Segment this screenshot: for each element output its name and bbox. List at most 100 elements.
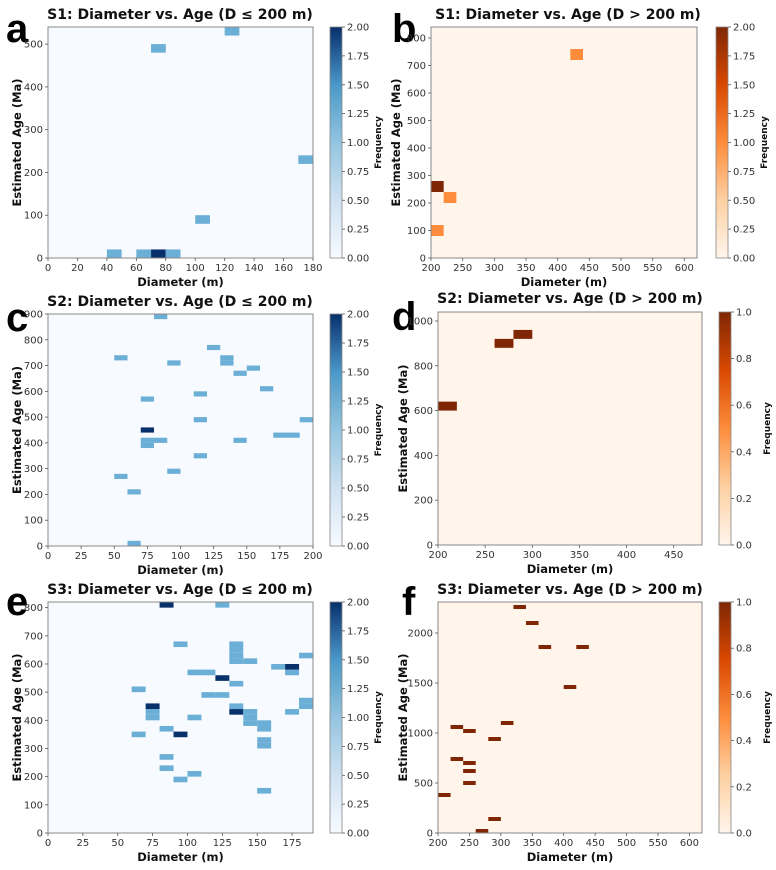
y-tick-label: 600 — [414, 406, 433, 417]
colorbar-tick-label: 0.00 — [347, 542, 369, 553]
plot-frame — [437, 311, 703, 546]
y-tick-label: 1000 — [408, 729, 433, 740]
x-tick-label: 25 — [75, 551, 88, 562]
colorbar-label: Frequency — [760, 116, 770, 169]
heatmap-cell — [260, 386, 274, 392]
colorbar-tick-label: 0.25 — [347, 800, 369, 811]
heatmap-cell — [193, 417, 207, 423]
heatmap-cell — [187, 771, 202, 777]
x-tick-label: 160 — [274, 263, 293, 274]
y-tick-label: 800 — [407, 34, 426, 45]
y-axis-label: Estimated Age (Ma) — [10, 366, 24, 494]
x-axis-label: Diameter (m) — [137, 275, 224, 289]
heatmap-cell — [513, 605, 526, 609]
colorbar-tick-label: 1.75 — [733, 51, 755, 62]
colorbar-tick-label: 0.50 — [347, 196, 369, 207]
heatmap-cell — [257, 787, 272, 794]
heatmap-cell — [136, 249, 152, 258]
y-axis-label: Estimated Age (Ma) — [389, 78, 403, 206]
y-tick-label: 600 — [24, 659, 43, 670]
heatmap-cell — [187, 714, 202, 721]
x-tick-label: 125 — [204, 551, 223, 562]
y-tick-label: 0 — [37, 254, 43, 265]
x-tick-label: 250 — [460, 838, 479, 849]
panel-letter: e — [6, 580, 28, 624]
colorbar-tick-label: 0.4 — [736, 447, 752, 458]
heatmap-cell — [159, 765, 174, 772]
x-tick-label: 75 — [146, 838, 159, 849]
heatmap-cell — [233, 370, 247, 376]
x-tick-label: 300 — [485, 263, 504, 274]
heatmap-cell — [229, 658, 244, 664]
y-tick-label: 300 — [24, 744, 43, 755]
heatmap-cell — [494, 338, 514, 348]
y-tick-label: 0 — [427, 541, 433, 552]
heatmap-cell — [140, 396, 154, 402]
colorbar-tick-label: 1.25 — [347, 397, 369, 408]
heatmap-cell — [114, 355, 128, 361]
colorbar-tick-label: 0.25 — [733, 225, 755, 236]
colorbar-tick-label: 1.00 — [347, 138, 369, 149]
x-tick-label: 50 — [111, 838, 124, 849]
heatmap-cell — [220, 360, 234, 366]
plot-background — [431, 27, 697, 258]
x-tick-label: 450 — [580, 263, 599, 274]
colorbar-label: Frequency — [763, 402, 773, 455]
colorbar — [718, 601, 732, 834]
y-tick-label: 100 — [24, 211, 43, 222]
colorbar-tick-label: 0.75 — [347, 455, 369, 466]
x-tick-label: 150 — [248, 838, 267, 849]
panel-letter: f — [402, 580, 416, 624]
heatmap-cell — [229, 641, 244, 648]
heatmap-cell — [145, 714, 160, 721]
y-tick-label: 0 — [37, 829, 43, 840]
y-tick-label: 500 — [407, 116, 426, 127]
colorbar-tick-label: 0.00 — [347, 829, 369, 840]
colorbar-tick-label: 1.00 — [733, 138, 755, 149]
y-tick-label: 400 — [24, 82, 43, 93]
y-axis-label: Estimated Age (Ma) — [396, 653, 410, 781]
colorbar-tick-label: 0.50 — [347, 771, 369, 782]
colorbar-tick-label: 1.0 — [736, 598, 752, 609]
plot-background — [48, 27, 313, 258]
heatmap-cell — [229, 709, 244, 715]
y-tick-label: 1000 — [408, 316, 433, 327]
heatmap-cell — [463, 781, 476, 785]
heatmap-cell — [500, 721, 514, 725]
heatmap-cell — [488, 737, 501, 741]
heatmap-cell — [299, 652, 313, 659]
panel-a: a S1: Diameter vs. Age (D ≤ 200 m) 0 20 40 60… — [6, 7, 384, 289]
colorbar-label: Frequency — [374, 404, 384, 457]
x-tick-label: 0 — [45, 551, 51, 562]
colorbar-tick-label: 1.75 — [347, 339, 369, 350]
heatmap-cell — [431, 225, 444, 236]
heatmap-cell — [431, 181, 444, 192]
colorbar-tick-label: 1.50 — [347, 80, 369, 91]
x-tick-label: 550 — [648, 838, 667, 849]
heatmap-cell — [145, 703, 160, 710]
heatmap-cell — [215, 692, 230, 698]
colorbar-tick-label: 0.75 — [733, 167, 755, 178]
x-tick-label: 450 — [586, 838, 605, 849]
y-tick-label: 200 — [414, 496, 433, 507]
heatmap-cell — [513, 329, 533, 339]
heatmap-cell — [159, 725, 174, 732]
colorbar-tick-label: 0.25 — [347, 513, 369, 524]
colorbar-tick-label: 1.50 — [347, 368, 369, 379]
plot-background — [438, 602, 702, 833]
heatmap-cell — [167, 468, 181, 474]
colorbar-tick-label: 0.00 — [733, 254, 755, 265]
heatmap-cell — [570, 49, 583, 60]
heatmap-cell — [243, 720, 258, 726]
heatmap-cell — [233, 437, 247, 443]
x-tick-label: 175 — [283, 838, 302, 849]
heatmap-cell — [215, 675, 230, 681]
heatmap-cell — [127, 540, 141, 546]
colorbar-label: Frequency — [374, 691, 384, 744]
x-tick-label: 75 — [141, 551, 154, 562]
plot-background — [48, 314, 313, 546]
panel-letter: a — [6, 7, 29, 51]
colorbar-tick-label: 2.00 — [347, 310, 369, 321]
colorbar-tick-label: 1.25 — [347, 109, 369, 120]
x-tick-label: 350 — [570, 550, 589, 561]
